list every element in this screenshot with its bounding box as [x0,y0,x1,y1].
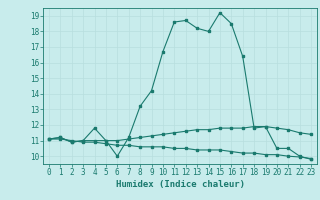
X-axis label: Humidex (Indice chaleur): Humidex (Indice chaleur) [116,180,244,189]
